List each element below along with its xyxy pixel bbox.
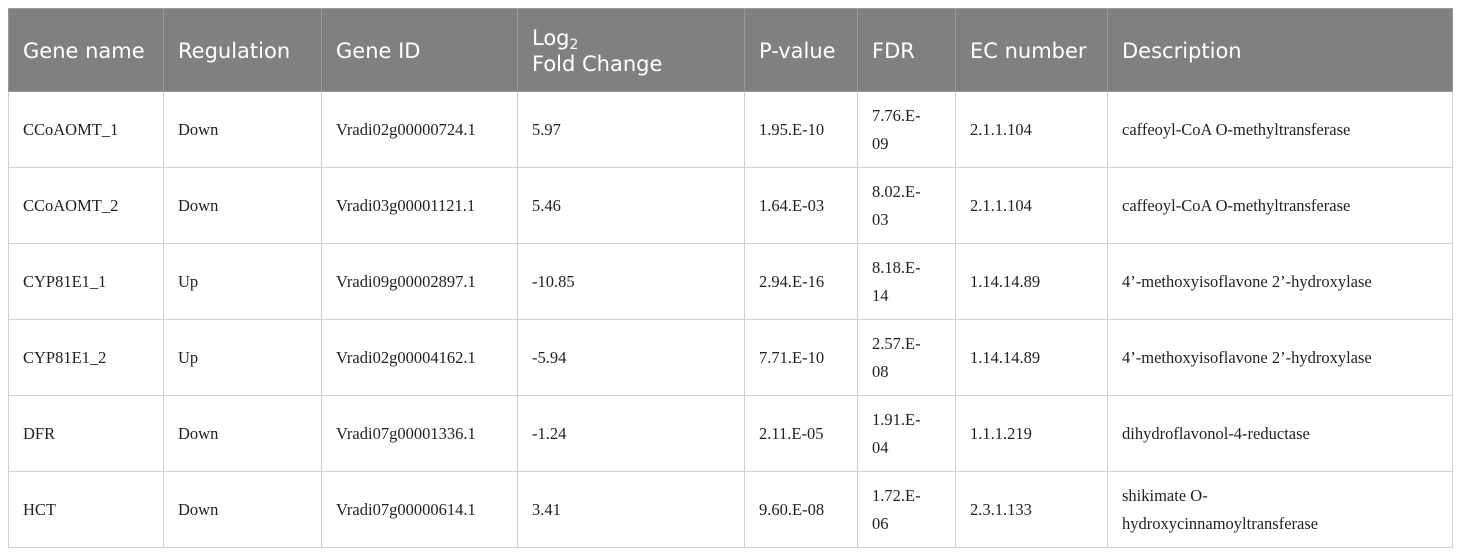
table-cell: 2.57.E-08: [857, 319, 956, 396]
table-cell: Vradi03g00001121.1: [321, 167, 518, 244]
table-row: CYP81E1_1 Up Vradi09g00002897.1 -10.85 2.94.…: [8, 243, 1453, 320]
data-table: Gene name Regulation Gene ID Log2 Fold Chang…: [8, 8, 1453, 548]
table-cell: Up: [163, 319, 322, 396]
table-cell: 1.14.14.89: [955, 319, 1108, 396]
table-cell: 8.18.E-14: [857, 243, 956, 320]
column-header: P-value: [744, 8, 858, 92]
table-cell: Down: [163, 91, 322, 168]
table-cell: caffeoyl-CoA O-methyltransferase: [1107, 91, 1453, 168]
table-cell: Down: [163, 395, 322, 472]
table-cell: Down: [163, 167, 322, 244]
table-cell: 5.46: [517, 167, 745, 244]
table-cell: Vradi02g00004162.1: [321, 319, 518, 396]
header-text: Log: [532, 26, 570, 50]
table-cell: -5.94: [517, 319, 745, 396]
table-cell: Vradi02g00000724.1: [321, 91, 518, 168]
column-header: FDR: [857, 8, 956, 92]
table-cell: 2.1.1.104: [955, 91, 1108, 168]
table-cell: Vradi09g00002897.1: [321, 243, 518, 320]
table-cell: DFR: [8, 395, 164, 472]
column-header: Gene ID: [321, 8, 518, 92]
table-cell: 9.60.E-08: [744, 471, 858, 548]
table-cell: -1.24: [517, 395, 745, 472]
column-header: EC number: [955, 8, 1108, 92]
table-cell: 2.1.1.104: [955, 167, 1108, 244]
table-cell: caffeoyl-CoA O-methyltransferase: [1107, 167, 1453, 244]
table-cell: 7.71.E-10: [744, 319, 858, 396]
table-cell: 1.14.14.89: [955, 243, 1108, 320]
table-cell: 2.3.1.133: [955, 471, 1108, 548]
table-cell: CYP81E1_2: [8, 319, 164, 396]
table-body: CCoAOMT_1 Down Vradi02g00000724.1 5.97 1.95.…: [8, 91, 1453, 548]
table-cell: 5.97: [517, 91, 745, 168]
table-row: CCoAOMT_1 Down Vradi02g00000724.1 5.97 1.95.…: [8, 91, 1453, 168]
table-cell: 1.72.E-06: [857, 471, 956, 548]
table-cell: 8.02.E-03: [857, 167, 956, 244]
table-row: DFR Down Vradi07g00001336.1 -1.24 2.11.E-05 1…: [8, 395, 1453, 472]
table-cell: Vradi07g00001336.1: [321, 395, 518, 472]
table-cell: shikimate O-hydroxycinnamoyltransferase: [1107, 471, 1453, 548]
table-cell: Vradi07g00000614.1: [321, 471, 518, 548]
table-cell: 4’-methoxyisoflavone 2’-hydroxylase: [1107, 319, 1453, 396]
table-cell: Down: [163, 471, 322, 548]
table-cell: dihydroflavonol-4-reductase: [1107, 395, 1453, 472]
table-cell: CYP81E1_1: [8, 243, 164, 320]
table-cell: 4’-methoxyisoflavone 2’-hydroxylase: [1107, 243, 1453, 320]
table-row: CCoAOMT_2 Down Vradi03g00001121.1 5.46 1.64.…: [8, 167, 1453, 244]
table-cell: CCoAOMT_2: [8, 167, 164, 244]
table-cell: 1.64.E-03: [744, 167, 858, 244]
table-cell: Up: [163, 243, 322, 320]
table-cell: 2.94.E-16: [744, 243, 858, 320]
table-cell: 1.1.1.219: [955, 395, 1108, 472]
header-text: Fold Change: [532, 52, 663, 76]
column-header: Log2 Fold Change: [517, 8, 745, 92]
column-header: Regulation: [163, 8, 322, 92]
table-cell: 1.95.E-10: [744, 91, 858, 168]
table-cell: HCT: [8, 471, 164, 548]
table-row: CYP81E1_2 Up Vradi02g00004162.1 -5.94 7.71.E…: [8, 319, 1453, 396]
table-cell: CCoAOMT_1: [8, 91, 164, 168]
table-header: Gene name Regulation Gene ID Log2 Fold Chang…: [8, 8, 1453, 92]
column-header: Gene name: [8, 8, 164, 92]
table-cell: -10.85: [517, 243, 745, 320]
table-row: HCT Down Vradi07g00000614.1 3.41 9.60.E-08 1.…: [8, 471, 1453, 548]
column-header: Description: [1107, 8, 1453, 92]
table-cell: 1.91.E-04: [857, 395, 956, 472]
header-subscript: 2: [569, 37, 579, 53]
table-cell: 2.11.E-05: [744, 395, 858, 472]
table-cell: 7.76.E-09: [857, 91, 956, 168]
header-row: Gene name Regulation Gene ID Log2 Fold Chang…: [8, 8, 1453, 92]
table-cell: 3.41: [517, 471, 745, 548]
